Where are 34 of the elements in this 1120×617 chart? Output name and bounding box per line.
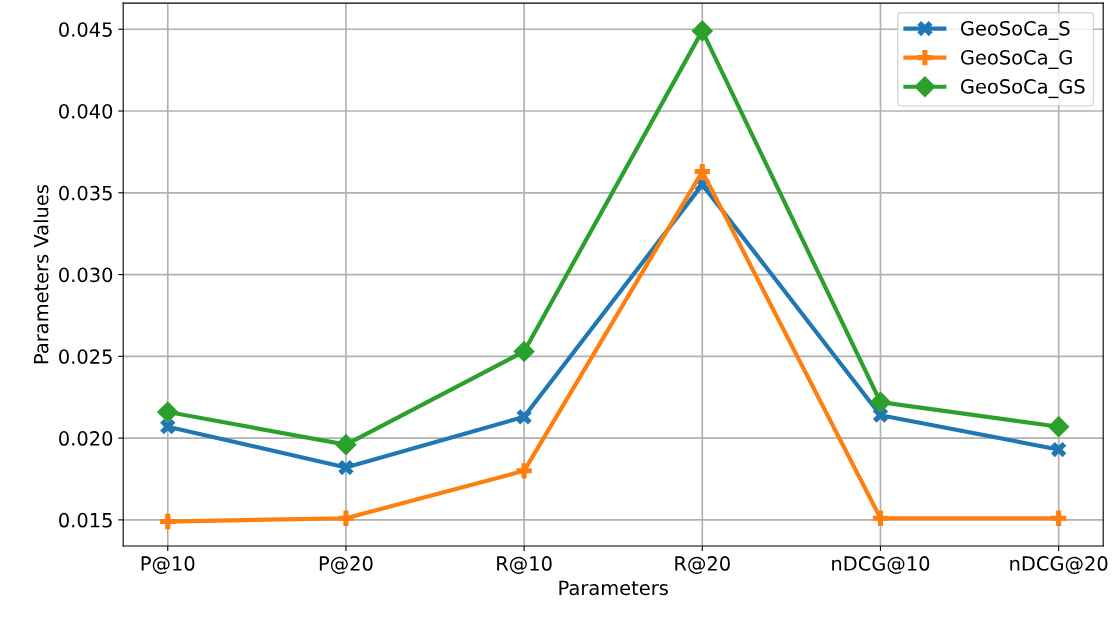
- y-tick-label: 0.030: [59, 267, 113, 283]
- point: [1051, 510, 1067, 526]
- point: [335, 433, 357, 456]
- point: [691, 20, 714, 42]
- x-axis-title: Parameters: [559, 580, 668, 596]
- x-tick-label: P@10: [141, 556, 195, 574]
- point: [516, 463, 532, 479]
- y-axis-title: Parameters Values: [33, 185, 49, 364]
- x-tick-label: P@20: [319, 556, 373, 574]
- point: [160, 513, 176, 530]
- y-tick-label: 0.040: [59, 103, 113, 119]
- point: [338, 510, 354, 526]
- x-tick-label: R@20: [675, 556, 730, 574]
- y-tick-label: 0.020: [59, 431, 113, 446]
- y-tick-label: 0.045: [59, 22, 112, 37]
- x-tick-label: nDCG@20: [1010, 556, 1108, 574]
- point: [516, 409, 532, 425]
- point: [694, 163, 710, 180]
- point: [160, 419, 176, 435]
- point: [513, 340, 535, 363]
- x-tick-label: nDCG@10: [832, 556, 930, 574]
- point: [869, 391, 892, 413]
- point: [872, 510, 889, 526]
- point: [156, 401, 179, 423]
- point: [338, 459, 354, 476]
- legend-label: GeoSoCa_S: [960, 20, 1070, 40]
- point: [1047, 415, 1070, 438]
- legend-label: GeoSoCa_GS: [960, 79, 1085, 99]
- y-tick-label: 0.025: [59, 349, 112, 364]
- x-tick-label: R@10: [497, 556, 552, 574]
- y-tick-label: 0.035: [59, 185, 112, 201]
- legend-label: GeoSoCa_G: [960, 50, 1072, 70]
- point: [1051, 441, 1067, 458]
- y-tick-label: 0.015: [59, 512, 112, 528]
